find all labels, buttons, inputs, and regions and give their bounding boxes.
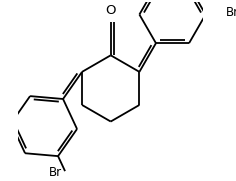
Text: Br: Br: [49, 166, 62, 179]
Text: Br: Br: [225, 6, 236, 19]
Text: O: O: [105, 4, 116, 17]
